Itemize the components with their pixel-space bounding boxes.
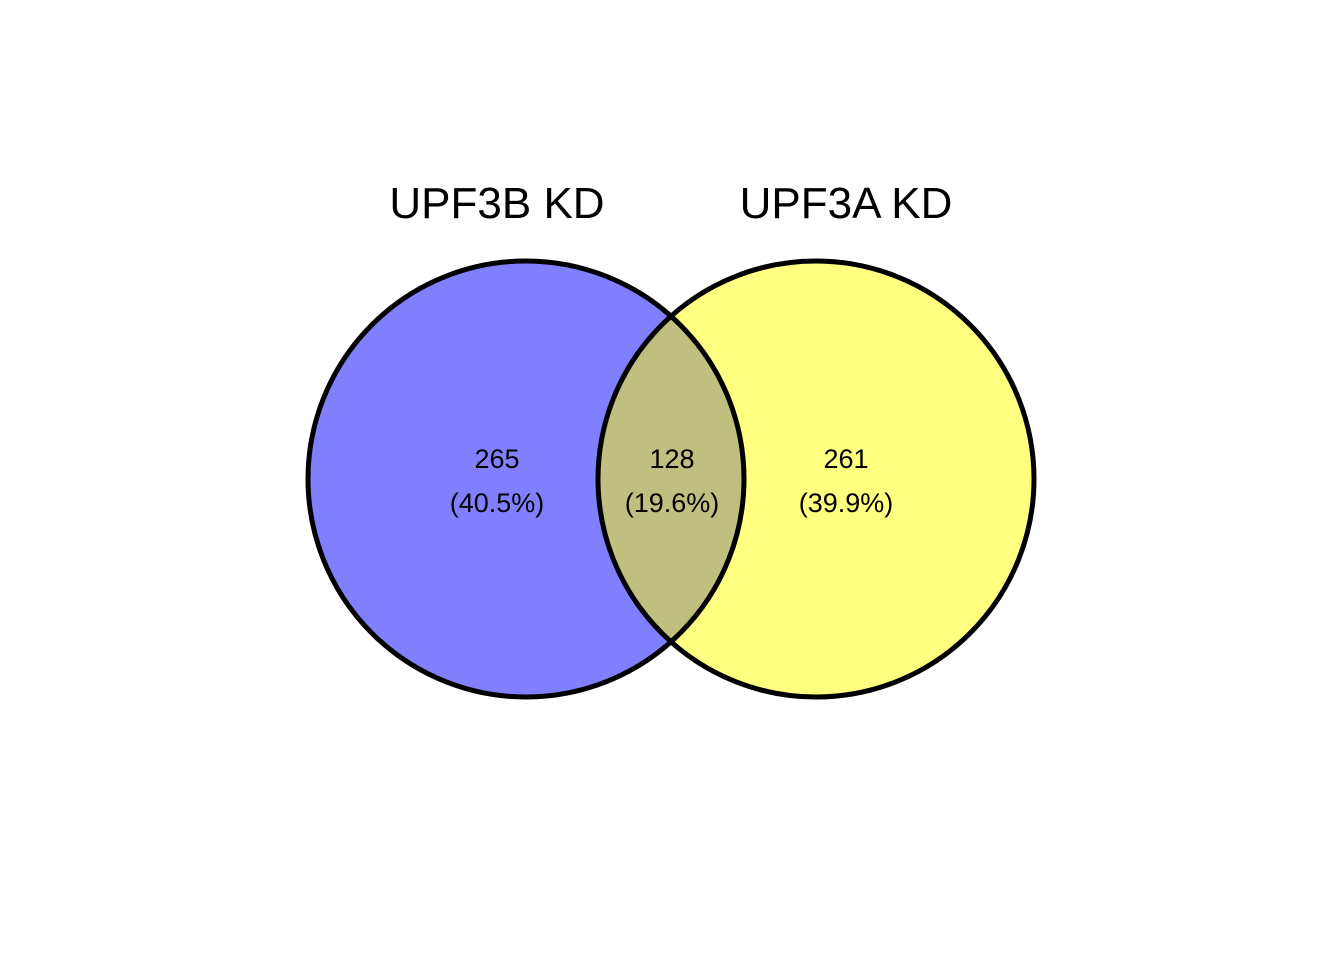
set-outline-upf3b (305, 258, 747, 700)
region-percent-upf3b-only: (40.5%) (450, 488, 545, 518)
set-outline-upf3a (595, 258, 1037, 700)
region-percent-upf3a-only: (39.9%) (799, 488, 894, 518)
region-count-both: 128 (649, 444, 694, 474)
set-title-upf3b: UPF3B KD (389, 179, 604, 228)
set-title-upf3a: UPF3A KD (740, 179, 953, 228)
overlap-region (598, 261, 744, 697)
region-percent-both: (19.6%) (625, 488, 720, 518)
region-count-upf3b-only: 265 (474, 444, 519, 474)
region-count-upf3a-only: 261 (823, 444, 868, 474)
